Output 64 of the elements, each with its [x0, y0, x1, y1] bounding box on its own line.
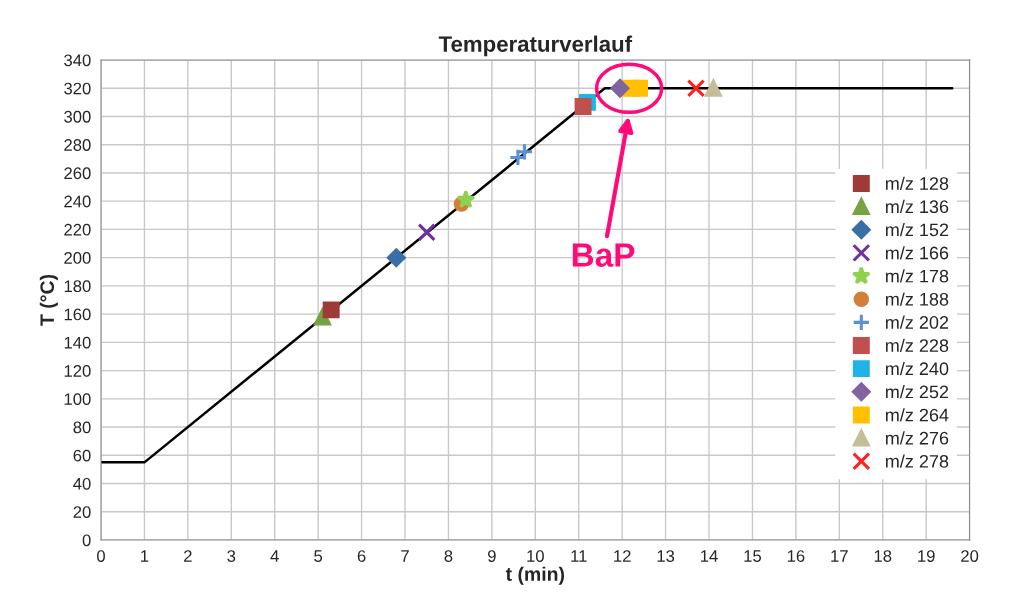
legend-label: m/z 178: [885, 269, 949, 283]
legend-label: m/z 240: [885, 361, 949, 376]
point: [322, 301, 340, 319]
y-axis-title: T (°C): [39, 274, 58, 326]
x-tick-label: 7: [401, 550, 409, 562]
legend-label: m/z 202: [885, 315, 949, 329]
y-tick-label: 180: [64, 280, 91, 293]
x-axis-title: t (min): [505, 566, 565, 585]
y-tick-label: 280: [64, 139, 91, 151]
point: [417, 223, 436, 242]
x-tick-label: 18: [874, 550, 892, 562]
legend-label: m/z 252: [885, 385, 949, 399]
x-tick-label: 3: [227, 550, 236, 562]
y-tick-label: 240: [64, 195, 91, 208]
x-tick-label: 2: [184, 550, 192, 562]
point: [704, 79, 722, 97]
y-tick-label: 20: [73, 506, 91, 518]
x-tick-label: 8: [444, 550, 453, 562]
y-tick-label: 320: [64, 82, 91, 95]
x-tick-label: 14: [701, 550, 718, 562]
legend-label: m/z 166: [885, 246, 949, 260]
point: [456, 189, 476, 209]
legend-label: m/z 152: [885, 222, 949, 237]
x-tick-label: 17: [831, 550, 848, 562]
point: [686, 79, 706, 98]
y-tick-label: 200: [64, 252, 91, 264]
legend-label: m/z 276: [885, 431, 949, 445]
y-tick-label: 0: [82, 534, 91, 547]
legend-label: m/z 264: [885, 408, 949, 422]
legend-label: m/z 278: [885, 454, 949, 468]
x-tick-label: 10: [527, 550, 544, 562]
annotation: BaP: [572, 243, 635, 267]
x-tick-label: 19: [918, 550, 935, 562]
x-tick-label: 9: [488, 550, 496, 562]
y-tick-label: 120: [64, 364, 91, 377]
point: [631, 79, 649, 97]
x-tick-label: 1: [141, 550, 149, 562]
y-tick-label: 80: [73, 421, 91, 434]
x-tick-label: 11: [571, 550, 587, 562]
x-tick-label: 20: [961, 550, 979, 562]
chart-title: Temperaturverlauf: [438, 35, 633, 57]
x-tick-label: 0: [97, 550, 105, 562]
point: [386, 248, 406, 268]
x-tick-label: 5: [314, 550, 323, 562]
x-tick-label: 16: [787, 550, 805, 562]
point: [574, 98, 592, 116]
y-tick-label: 260: [64, 167, 91, 180]
x-tick-label: 6: [357, 550, 366, 562]
y-tick-label: 220: [64, 223, 91, 236]
legend-label: m/z 128: [885, 176, 949, 190]
y-tick-label: 160: [64, 308, 91, 321]
y-tick-label: 40: [73, 477, 91, 490]
y-tick-label: 300: [64, 110, 91, 123]
y-tick-label: 60: [73, 449, 91, 462]
y-tick-label: 100: [64, 393, 91, 406]
legend-label: m/z 188: [885, 292, 949, 306]
x-tick-label: 12: [614, 550, 631, 562]
x-tick-label: 13: [657, 550, 675, 562]
x-tick-label: 4: [270, 550, 279, 562]
legend-label: m/z 228: [885, 338, 949, 352]
x-tick-label: 15: [744, 550, 762, 562]
y-tick-label: 140: [64, 336, 91, 349]
y-tick-label: 340: [64, 54, 91, 67]
legend-label: m/z 136: [885, 199, 949, 214]
